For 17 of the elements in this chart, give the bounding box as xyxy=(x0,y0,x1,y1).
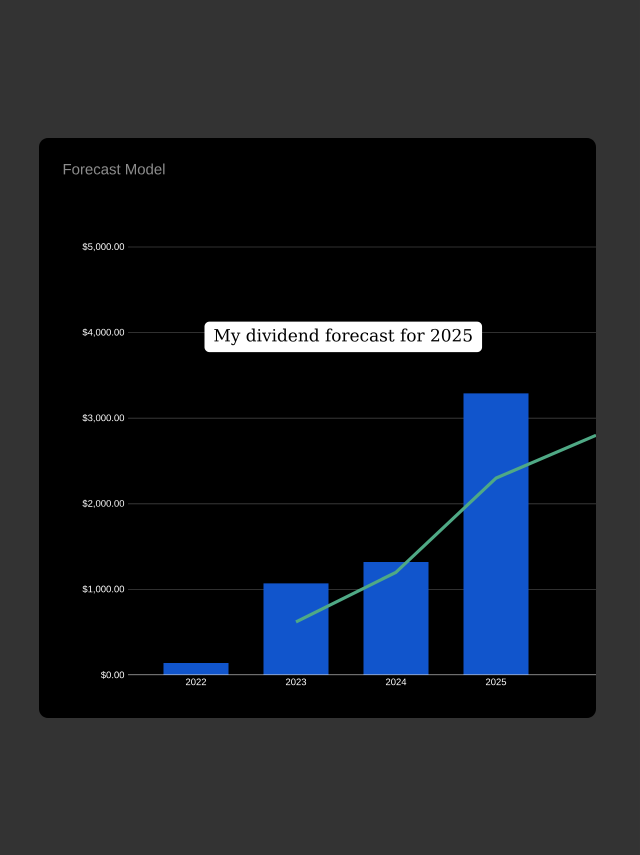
x-tick-label: 2022 xyxy=(186,678,206,686)
y-tick-label: $5,000.00 xyxy=(82,242,124,252)
bar xyxy=(264,583,328,675)
y-tick-label: $1,000.00 xyxy=(82,585,124,594)
annotation: My dividend forecast for 2025 xyxy=(214,328,472,346)
y-tick-label: $4,000.00 xyxy=(82,328,124,337)
bar xyxy=(164,663,228,675)
y-tick-label: $2,000.00 xyxy=(82,500,124,508)
x-tick-label: 2024 xyxy=(386,678,406,686)
line-series xyxy=(294,434,596,624)
bar xyxy=(364,562,429,675)
y-tick-label: $0.00 xyxy=(100,671,124,679)
x-tick-label: 2023 xyxy=(286,678,306,686)
y-tick-label: $3,000.00 xyxy=(82,414,124,422)
bar xyxy=(464,393,529,675)
x-tick-label: 2025 xyxy=(486,678,506,686)
chart-title: Forecast Model xyxy=(64,164,164,174)
